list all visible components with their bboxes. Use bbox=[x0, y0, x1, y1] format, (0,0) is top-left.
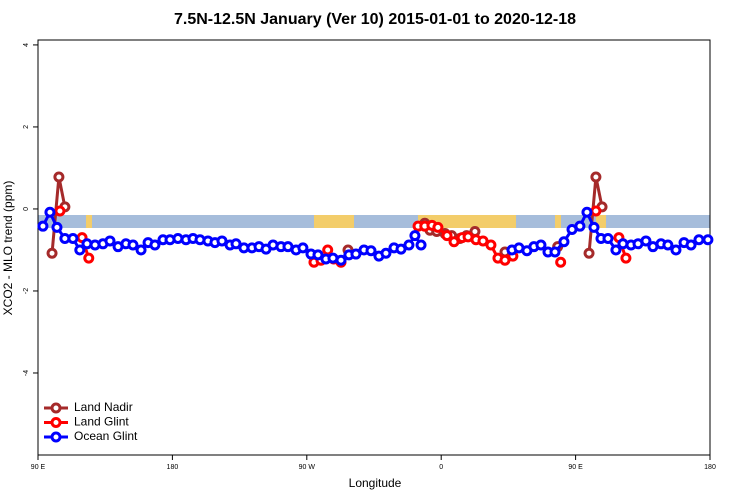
point bbox=[297, 242, 309, 254]
point bbox=[403, 239, 415, 251]
point bbox=[149, 239, 161, 251]
point bbox=[365, 245, 377, 257]
point bbox=[549, 246, 561, 258]
point bbox=[555, 256, 567, 268]
point bbox=[44, 206, 56, 218]
x-tick-label: 90 W bbox=[299, 464, 316, 471]
point bbox=[127, 239, 139, 251]
point bbox=[37, 220, 49, 232]
point bbox=[441, 230, 453, 242]
y-axis-label: XCO2 - MLO trend (ppm) bbox=[1, 181, 15, 316]
y-tick-label: 4 bbox=[23, 43, 30, 47]
point bbox=[415, 239, 427, 251]
land-patch bbox=[314, 215, 354, 228]
legend-label: Ocean Glint bbox=[74, 429, 138, 443]
point bbox=[312, 249, 324, 261]
plot-frame bbox=[37, 39, 711, 456]
point bbox=[432, 221, 444, 233]
point bbox=[485, 239, 497, 251]
legend-label: Land Glint bbox=[74, 415, 129, 429]
point bbox=[662, 239, 674, 251]
point bbox=[448, 236, 460, 248]
point bbox=[602, 232, 614, 244]
point bbox=[702, 234, 714, 246]
land-patch bbox=[596, 215, 606, 228]
point bbox=[46, 247, 58, 259]
point bbox=[581, 206, 593, 218]
y-tick-label: -2 bbox=[23, 288, 30, 294]
point bbox=[350, 248, 362, 260]
point bbox=[135, 244, 147, 256]
x-tick-label: 180 bbox=[167, 464, 179, 471]
point bbox=[380, 247, 392, 259]
point bbox=[230, 238, 242, 250]
x-tick-label: 0 bbox=[439, 464, 443, 471]
land-patch bbox=[555, 215, 561, 228]
y-tick-label: -4 bbox=[23, 370, 30, 376]
point bbox=[693, 234, 705, 246]
point bbox=[395, 243, 407, 255]
point bbox=[590, 171, 602, 183]
point bbox=[558, 236, 570, 248]
point bbox=[335, 254, 347, 266]
series bbox=[37, 206, 714, 266]
land-patch bbox=[86, 215, 92, 228]
point bbox=[640, 235, 652, 247]
map-strip bbox=[38, 215, 710, 228]
point bbox=[322, 244, 334, 256]
legend-marker bbox=[50, 417, 62, 428]
point bbox=[590, 205, 602, 217]
point bbox=[499, 254, 511, 266]
point bbox=[685, 239, 697, 251]
y-tick-label: 2 bbox=[23, 125, 30, 129]
point bbox=[583, 247, 595, 259]
point bbox=[588, 221, 600, 233]
chart-title: 7.5N-12.5N January (Ver 10) 2015-01-01 t… bbox=[174, 11, 576, 28]
x-tick-label: 90 E bbox=[568, 464, 583, 471]
point bbox=[53, 171, 65, 183]
legend-label: Land Nadir bbox=[74, 400, 133, 414]
point bbox=[477, 235, 489, 247]
point bbox=[409, 230, 421, 242]
x-tick-label: 180 bbox=[704, 464, 716, 471]
point bbox=[610, 244, 622, 256]
point bbox=[535, 239, 547, 251]
point bbox=[104, 235, 116, 247]
x-tick-label: 90 E bbox=[31, 464, 46, 471]
point bbox=[620, 252, 632, 264]
legend-marker bbox=[50, 431, 62, 443]
legend-marker bbox=[50, 402, 62, 414]
point bbox=[74, 244, 86, 256]
point bbox=[574, 220, 586, 232]
y-tick-label: 0 bbox=[23, 207, 30, 211]
point bbox=[216, 235, 228, 247]
point bbox=[51, 221, 63, 233]
ocean-band bbox=[38, 215, 710, 228]
x-axis-label: Longitude bbox=[349, 476, 402, 490]
point bbox=[670, 244, 682, 256]
point bbox=[83, 252, 95, 264]
point bbox=[54, 205, 66, 217]
point bbox=[67, 232, 79, 244]
